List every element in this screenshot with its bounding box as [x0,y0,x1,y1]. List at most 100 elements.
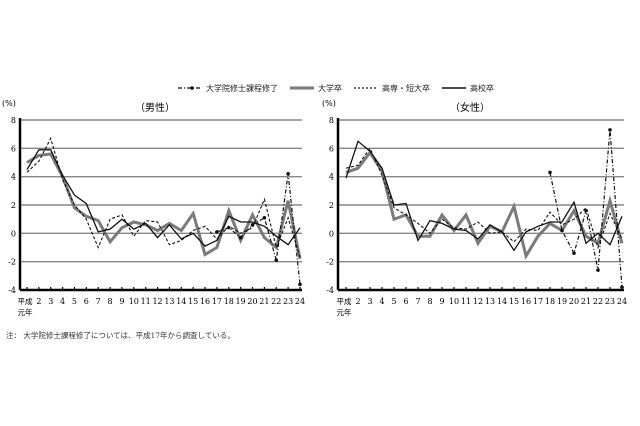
x-tick-label: 14 [176,297,186,306]
x-tick-label: 20 [247,297,257,306]
x-tick-label: 18 [545,297,555,306]
x-tick-label: 12 [473,297,483,306]
chart-title: （女性） [450,101,490,114]
data-point-marker [226,225,231,230]
footnote: 注： 大学院修士課程修了については、平成17年から調査している。 [6,331,235,340]
legend-item-university: 大学卒 [290,83,342,94]
x-tick-label: 13 [485,297,495,306]
x-tick-label: 13 [164,297,174,306]
x-tick-label: 19 [236,297,246,306]
data-point-marker [548,170,552,175]
series-line-3 [345,140,623,252]
x-tick-label: 24 [617,297,627,306]
x-tick-label: 15 [509,297,519,306]
data-point-marker [298,282,302,287]
legend-label: 高専・短大卒 [382,83,430,93]
x-tick-label: 21 [259,297,269,306]
chart-title: （男性） [135,101,175,114]
y-tick-label: -2 [8,258,16,267]
y-tick-label: 8 [11,116,16,125]
data-point-marker [238,235,243,240]
y-tick-label: 0 [11,229,16,238]
y-axis-unit-label: (%) [322,99,336,108]
x-tick-label: 18 [224,297,234,306]
chart-male: （男性） (%) -4 -2 0 2 4 6 8 平成 元年 2 3 4 5 6 7 8 9 10 11 12 13 14 15… [0,95,320,330]
y-tick-label: 6 [329,144,334,153]
x-tick-label: 4 [60,297,65,306]
x-tick-label: 5 [391,297,396,306]
thin-black-line-icon [442,87,466,89]
x-tick-label: 22 [271,297,281,306]
series-line-2 [26,136,301,258]
x-tick-label: 9 [119,297,124,306]
x-tick-label: 平成 [337,296,352,306]
chart-female: （女性） (%) -4 -2 0 2 4 6 8 平成 元年 2 3 4 5 6 7 8 9 10 11 12 13 14 15… [320,95,640,330]
x-tick-label: 11 [141,297,151,306]
data-point-marker [608,128,612,132]
legend-label: 高校卒 [470,83,494,93]
y-tick-label: 6 [11,144,16,153]
series-line-2 [345,147,623,250]
x-tick-label: 12 [152,297,162,306]
x-tick-label: 2 [355,297,360,306]
data-point-marker [250,223,255,227]
x-tick-label: 2 [36,297,41,306]
x-tick-label: 10 [449,297,459,306]
series-line-3 [26,149,301,247]
legend-item-high-school: 高校卒 [442,83,494,94]
y-tick-label: 2 [11,201,16,210]
x-tick-label: 3 [367,297,372,306]
data-point-marker [262,215,267,220]
x-tick-label: 8 [427,297,432,306]
y-tick-label: 4 [11,173,16,182]
data-point-marker [572,251,576,255]
series-line-1 [345,150,624,260]
x-tick-label: 7 [415,297,420,306]
series-line-0 [216,173,301,285]
x-tick-label: 11 [461,297,471,306]
data-point-marker [286,172,290,176]
y-tick-label: 0 [329,229,334,238]
legend-label: 大学院修士課程修了 [206,83,278,93]
y-tick-label: -4 [8,286,16,295]
x-tick-label: 23 [283,297,293,306]
y-tick-label: -2 [326,258,334,267]
y-tick-label: 8 [329,116,334,125]
x-tick-label: 6 [403,297,408,306]
data-point-marker [560,228,564,233]
x-tick-label: 19 [557,297,567,306]
x-tick-label: 4 [379,297,384,306]
x-tick-label: 15 [188,297,198,306]
x-tick-label: 23 [605,297,615,306]
x-tick-label: 5 [72,297,77,306]
thick-gray-line-icon [290,86,314,90]
x-tick-label: 8 [108,297,113,306]
dashdot-marker-line-icon [178,86,202,90]
x-tick-label: 16 [200,297,210,306]
dashed-line-icon [354,87,378,89]
data-point-marker [584,208,588,213]
x-tick-label: 22 [593,297,603,306]
x-tick-label: 17 [533,297,543,306]
x-tick-label: 24 [295,297,305,306]
x-tick-label: 6 [84,297,89,306]
x-tick-label: 16 [521,297,531,306]
x-tick-label: 17 [212,297,222,306]
x-tick-label: 7 [96,297,101,306]
legend-item-junior-college: 高専・短大卒 [354,83,430,94]
x-tick-label: 20 [569,297,579,306]
x-tick-label: 21 [581,297,591,306]
y-tick-label: 2 [329,201,334,210]
x-tick-label: 9 [439,297,444,306]
x-tick-label-line2: 元年 [337,307,352,317]
data-point-marker [215,230,219,234]
data-point-marker [274,258,279,263]
chart-legend: 大学院修士課程修了 大学卒 高専・短大卒 高校卒 [178,78,494,98]
data-point-marker [596,268,600,272]
x-tick-label: 3 [48,297,53,306]
x-tick-label-line2: 元年 [18,307,33,317]
x-tick-label: 平成 [18,296,33,306]
legend-label: 大学卒 [318,83,342,93]
